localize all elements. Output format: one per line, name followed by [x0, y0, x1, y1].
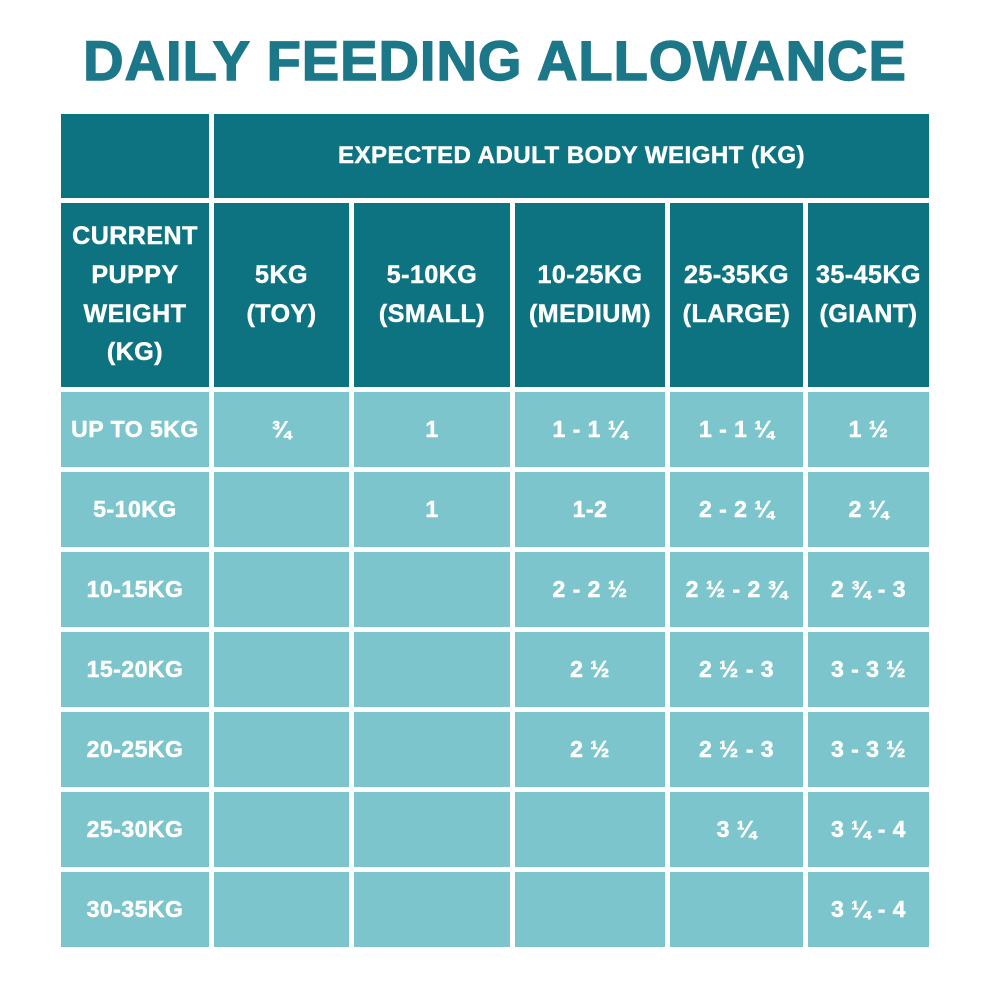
table-cell: 1 ½ [808, 391, 929, 467]
column-header-small: 5-10KG (SMALL) [354, 202, 510, 387]
table-cell: ¾ [214, 391, 349, 467]
column-header-large: 25-35KG (LARGE) [670, 202, 803, 387]
table-cell [214, 471, 349, 547]
column-header-medium: 10-25KG (MEDIUM) [515, 202, 665, 387]
row-label: 15-20KG [61, 631, 209, 707]
table-cell [515, 871, 665, 947]
table-cell: 1 - 1 ¼ [515, 391, 665, 467]
table-cell: 2 ½ [515, 711, 665, 787]
table-cell: 2 ½ - 3 [670, 631, 803, 707]
table-cell [214, 791, 349, 867]
row-label: 30-35KG [61, 871, 209, 947]
table-cell [214, 631, 349, 707]
table-cell [214, 551, 349, 627]
column-header-toy: 5KG (TOY) [214, 202, 349, 387]
column-group-header: EXPECTED ADULT BODY WEIGHT (KG) [214, 113, 929, 198]
table-cell: 3 - 3 ½ [808, 711, 929, 787]
table-cell: 2 ½ - 3 [670, 711, 803, 787]
table-cell: 3 ¼ - 4 [808, 791, 929, 867]
row-label: 20-25KG [61, 711, 209, 787]
table-cell [354, 871, 510, 947]
table-cell: 2 ¼ [808, 471, 929, 547]
row-header-title: CURRENT PUPPY WEIGHT (KG) [61, 202, 209, 387]
table-cell: 3 ¼ [670, 791, 803, 867]
table-cell: 1 - 1 ¼ [670, 391, 803, 467]
table-cell [670, 871, 803, 947]
corner-cell [61, 113, 209, 198]
table-cell: 3 - 3 ½ [808, 631, 929, 707]
page-title: DAILY FEEDING ALLOWANCE [82, 29, 907, 92]
table-cell: 2 ½ [515, 631, 665, 707]
table-cell [214, 711, 349, 787]
table-cell: 1 [354, 391, 510, 467]
row-label: 5-10KG [61, 471, 209, 547]
feeding-allowance-table: EXPECTED ADULT BODY WEIGHT (KG) CURRENT … [61, 113, 929, 947]
row-label: 10-15KG [61, 551, 209, 627]
row-label: UP TO 5KG [61, 391, 209, 467]
table-cell [214, 871, 349, 947]
table-cell [354, 711, 510, 787]
table-cell [354, 631, 510, 707]
table-cell: 2 - 2 ½ [515, 551, 665, 627]
table-cell: 2 - 2 ¼ [670, 471, 803, 547]
table-cell: 1-2 [515, 471, 665, 547]
table-cell: 2 ½ - 2 ¾ [670, 551, 803, 627]
table-cell [515, 791, 665, 867]
table-cell [354, 551, 510, 627]
column-header-giant: 35-45KG (GIANT) [808, 202, 929, 387]
table-cell: 2 ¾ - 3 [808, 551, 929, 627]
table-cell: 1 [354, 471, 510, 547]
table-cell: 3 ¼ - 4 [808, 871, 929, 947]
row-label: 25-30KG [61, 791, 209, 867]
table-cell [354, 791, 510, 867]
